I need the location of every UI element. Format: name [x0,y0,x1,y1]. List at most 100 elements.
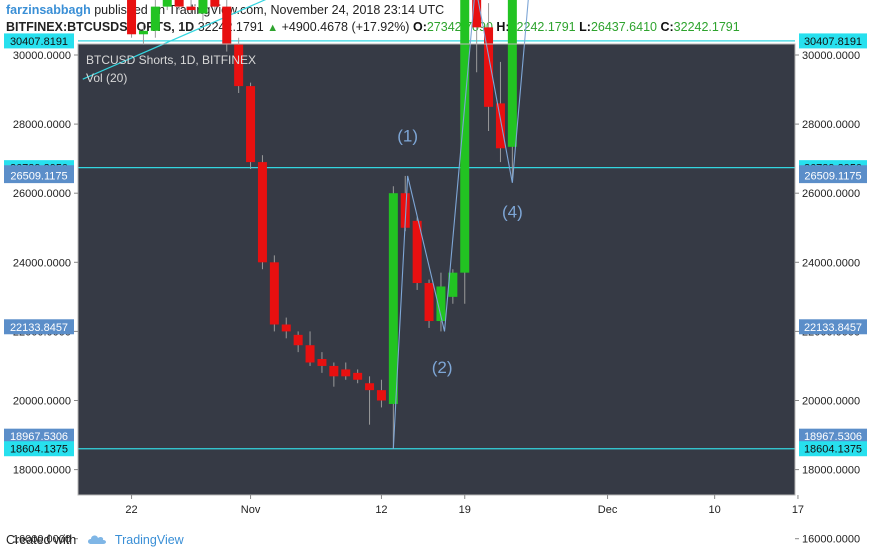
candle-down [174,0,184,11]
left-axis-panel [0,44,78,495]
candle-up [448,269,458,304]
x-tick-label: 22 [125,504,137,516]
price-tag-bg [799,33,867,49]
symbol-name: BITFINEX:BTCUSDSHORTS, 1D [6,20,195,34]
price-change: +4900.4678 (+17.92%) [281,20,410,34]
close-value: 32242.1791 [673,20,740,34]
candle-down [365,376,375,425]
time-axis-panel [0,495,871,521]
x-tick-label: 17 [792,504,804,516]
candle-up [388,186,398,449]
candle-body [365,383,375,391]
plot-frame [77,43,796,496]
close-label: C: [660,20,674,34]
candle-down [376,379,386,408]
price-tag: 22133.8457 [799,319,867,335]
price-tag: 22133.8457 [4,319,74,335]
y-tick-label: 30000.0000 [802,50,860,62]
candle-body [305,345,315,363]
candle-body [234,44,244,87]
candle-down [353,369,363,384]
price-tag: 30407.8191 [4,33,74,49]
candle-body [210,0,220,7]
x-tick-label: Dec [598,504,618,516]
candle-body [138,30,148,35]
y-tick-label: 18000.0000 [802,465,860,477]
y-tick-label: 20000.0000 [13,396,71,408]
candle-body [186,6,196,11]
candle-up [198,0,208,21]
candle-down [269,255,279,332]
price-tag-label: 18604.1375 [804,444,862,456]
author-link[interactable]: farzinsabbagh [6,3,91,17]
candle-body [281,324,291,332]
tradingview-cloud-icon [87,535,106,544]
price-tag-label: 26509.1175 [10,171,67,183]
y-tick-label: 16000.0000 [13,534,71,546]
candle-down [305,331,315,366]
candle-down [424,279,434,328]
candle-down [495,61,505,163]
price-tag-label: 22133.8457 [804,322,862,334]
y-tick-label: 28000.0000 [13,119,71,131]
wave-label: (1) [397,126,418,145]
candle-down [412,217,422,290]
price-tag: 26509.1175 [4,168,74,184]
candle-body [174,0,184,7]
chart-title: BTCUSD Shorts, 1D, BITFINEX [86,53,256,67]
candle-down [127,0,137,38]
x-tick-label: 19 [459,504,471,516]
x-tick-label: Nov [241,504,261,516]
candle-body [495,103,505,149]
candle-body [222,6,232,45]
candle-body [257,162,267,263]
candle-down [317,352,327,373]
wave-labels: (1)(2)(3)(4)(5) [397,126,523,376]
candle-down [341,362,351,380]
price-tag-label: 26509.1175 [804,171,861,183]
price-tag: 18604.1375 [799,441,867,457]
candle-body [484,27,494,107]
low-value: 26437.6410 [590,20,657,34]
candle-body [329,365,339,377]
candle-body [376,390,386,401]
horizontal-lines [78,40,795,450]
candle-down [246,82,256,170]
axes: 16000.0000 16000.0000 18000.0000 18000.0000… [0,43,871,546]
y-tick-label: 24000.0000 [802,257,860,269]
candle-body [341,369,351,377]
price-tag: 18967.5306 [799,428,867,444]
candle-body [353,372,363,380]
candle-down [329,362,339,387]
price-tag-label: 18967.5306 [804,431,862,443]
price-tag-bg [4,428,74,444]
low-label: L: [579,20,591,34]
plot-background [0,44,871,495]
y-tick-label: 30000.0000 [13,50,71,62]
x-tick-label: 12 [375,504,387,516]
candle-down [472,0,482,73]
price-tag-bg [799,319,867,335]
price-tag: 26509.1175 [799,168,867,184]
elliott-wave-path [392,0,529,449]
candles [127,0,517,449]
price-tag-bg [799,168,867,184]
candle-up [436,272,446,332]
price-tag-bg [4,168,74,184]
price-tag-label: 18967.5306 [10,431,68,443]
price-tag-bg [799,441,867,457]
price-tags: 36411.048436411.048432956.886532956.8865… [4,33,867,457]
candle-body [198,0,208,14]
candle-down [484,3,494,132]
price-tag-label: 18604.1375 [10,444,68,456]
price-tag: 30407.8191 [799,33,867,49]
candle-body [127,0,137,35]
candle-down [281,317,291,339]
candle-up [162,0,172,11]
price-tag-label: 30407.8191 [804,36,862,48]
price-tag-label: 22133.8457 [10,322,68,334]
tradingview-brand-link[interactable]: TradingView [114,533,184,547]
volume-indicator-label: Vol (20) [86,71,127,85]
y-tick-label: 26000.0000 [13,188,71,200]
